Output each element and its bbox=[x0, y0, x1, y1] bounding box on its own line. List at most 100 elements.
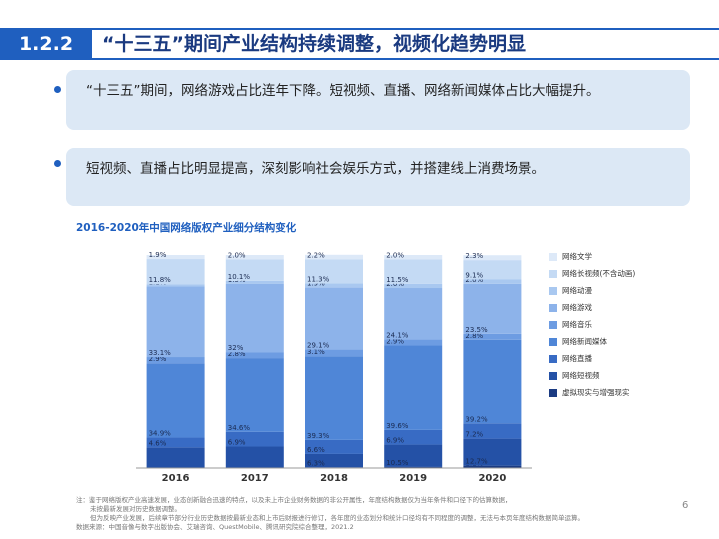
bar-segment bbox=[225, 280, 284, 284]
bar-segment bbox=[146, 286, 205, 358]
legend-label: 网络新闻媒体 bbox=[562, 336, 607, 346]
legend-label: 网络长视频(不含动画) bbox=[562, 268, 635, 278]
bar-segment bbox=[384, 466, 443, 468]
bar-segment bbox=[463, 260, 522, 280]
data-label: 6.3% bbox=[307, 459, 325, 467]
legend-swatch bbox=[549, 304, 557, 312]
data-label: 6.9% bbox=[386, 437, 404, 445]
data-label: 2.2% bbox=[307, 251, 325, 259]
bar-segment bbox=[305, 439, 363, 454]
legend-label: 网络直播 bbox=[562, 353, 592, 363]
data-label: 33.1% bbox=[149, 349, 172, 357]
section-number: 1.2.2 bbox=[0, 28, 92, 60]
x-tick-label: 2020 bbox=[478, 473, 506, 484]
data-label: 12.7% bbox=[465, 458, 488, 466]
bullet-text: 短视频、直播占比明显提高，深刻影响社会娱乐方式，并搭建线上消费场景。 bbox=[66, 148, 690, 206]
bar-segment bbox=[384, 288, 443, 340]
bar-segment bbox=[463, 255, 522, 261]
legend-swatch bbox=[549, 355, 557, 363]
bar-segment bbox=[225, 446, 284, 468]
legend-label: 网络文学 bbox=[562, 251, 592, 261]
bar-segment bbox=[146, 447, 205, 468]
bar-segment bbox=[305, 453, 363, 468]
legend-label: 网络游戏 bbox=[562, 302, 592, 312]
legend-swatch bbox=[549, 287, 557, 295]
legend-swatch bbox=[549, 338, 557, 346]
data-label: 9.1% bbox=[465, 271, 483, 279]
page-number: 6 bbox=[682, 500, 689, 511]
chart-title: 2016-2020年中国网络版权产业细分结构变化 bbox=[76, 221, 297, 234]
bar-segment bbox=[463, 438, 522, 466]
data-label: 4.6% bbox=[149, 439, 167, 447]
bar-segment bbox=[225, 255, 284, 260]
data-label: 39.2% bbox=[465, 415, 488, 423]
bar-segment bbox=[384, 345, 443, 430]
data-label: 2.8% bbox=[228, 350, 246, 358]
legend-label: 网络动漫 bbox=[562, 285, 592, 295]
section-title: “十三五”期间产业结构持续调整，视频化趋势明显 bbox=[102, 33, 526, 55]
data-label: 2.9% bbox=[386, 338, 404, 346]
legend-label: 网络短视频 bbox=[562, 370, 600, 380]
x-tick-label: 2019 bbox=[399, 473, 427, 484]
data-label: 2.8% bbox=[465, 332, 483, 340]
data-label: 24.1% bbox=[386, 331, 409, 339]
data-label: 10.1% bbox=[228, 273, 251, 281]
bar-segment bbox=[305, 283, 363, 288]
bar-segment bbox=[305, 254, 363, 260]
legend-swatch bbox=[549, 321, 557, 329]
bar-segment bbox=[146, 363, 205, 438]
bar-segment bbox=[384, 339, 443, 346]
data-label: 2.0% bbox=[386, 280, 404, 288]
bar-segment bbox=[146, 357, 205, 364]
legend-swatch bbox=[549, 270, 557, 278]
data-label: 1.9% bbox=[149, 251, 167, 259]
data-label: 34.9% bbox=[149, 430, 172, 438]
data-label: 2.0% bbox=[386, 251, 404, 259]
data-label: 2.0% bbox=[465, 276, 483, 284]
data-label: 6.6% bbox=[307, 446, 325, 454]
bar-segment bbox=[146, 259, 205, 285]
data-label: 10.5% bbox=[386, 459, 409, 467]
bar-segment bbox=[225, 431, 284, 447]
legend-label: 网络音乐 bbox=[562, 319, 592, 329]
bar-segment bbox=[225, 283, 284, 353]
x-tick-label: 2018 bbox=[320, 473, 348, 484]
bullet-dot bbox=[54, 160, 61, 167]
bar-segment bbox=[463, 333, 522, 340]
data-label: 1.9% bbox=[307, 280, 325, 288]
legend-swatch bbox=[549, 389, 557, 397]
data-label: 32% bbox=[228, 344, 244, 352]
footnote: 未按最新发展对历史数据调整。 bbox=[90, 505, 181, 513]
data-label: 2.9% bbox=[149, 355, 167, 363]
bar-segment bbox=[384, 259, 443, 284]
bar-segment bbox=[463, 465, 522, 468]
legend-label: 虚拟现实与增强现实 bbox=[562, 387, 630, 397]
x-tick-label: 2016 bbox=[162, 473, 190, 484]
bar-segment bbox=[225, 259, 284, 281]
bar-segment bbox=[463, 339, 522, 424]
bar-segment bbox=[384, 283, 443, 289]
bar-segment bbox=[384, 255, 443, 260]
data-label: 11.5% bbox=[386, 276, 409, 284]
data-label: 23.5% bbox=[465, 326, 488, 334]
bar-segment bbox=[225, 358, 284, 432]
footnote: 但为反映产业发展，后续章节部分行业历史数据按最新业态和上市后财报进行修订，各年度… bbox=[90, 514, 584, 522]
bar-segment bbox=[305, 356, 363, 440]
data-label: 29.1% bbox=[307, 342, 330, 350]
bar-segment bbox=[146, 255, 205, 260]
data-label: 2.3% bbox=[465, 252, 483, 260]
bullet-text: “十三五”期间，网络游戏占比连年下降。短视频、直播、网络新闻媒体占比大幅提升。 bbox=[66, 70, 690, 130]
data-label: 3.1% bbox=[307, 348, 325, 356]
bar-segment bbox=[146, 437, 205, 448]
header-bar bbox=[0, 28, 719, 60]
data-label: 11.3% bbox=[307, 276, 330, 284]
bar-segment bbox=[305, 259, 363, 284]
bar-segment bbox=[305, 287, 363, 350]
footnote: 注：鉴于网络版权产业高速发展，业态创新融合迅速的特点，以及未上市企业财务数据的非… bbox=[76, 496, 512, 504]
bullet-dot bbox=[54, 86, 61, 93]
legend-swatch bbox=[549, 372, 557, 380]
footnote: 数据来源：中国音像与数字出版协会、艾瑞咨询、QuestMobile、腾讯研究院综… bbox=[76, 523, 354, 531]
bar-segment bbox=[225, 352, 284, 359]
